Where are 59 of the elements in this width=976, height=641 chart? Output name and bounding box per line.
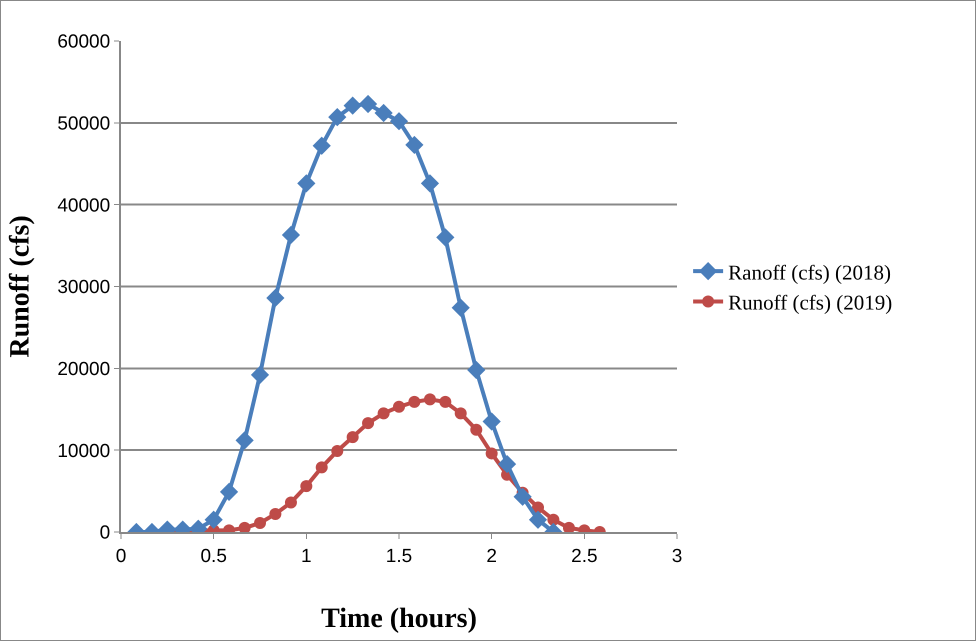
- point: [486, 447, 498, 460]
- point: [328, 108, 346, 126]
- x-axis-title: Time (hours): [321, 603, 477, 634]
- y-tick-label: 30000: [57, 277, 110, 298]
- point: [562, 522, 575, 532]
- point: [331, 444, 344, 457]
- y-tick-label: 10000: [57, 440, 110, 462]
- point: [390, 112, 408, 130]
- point: [346, 431, 359, 444]
- x-tick-label: 2: [486, 546, 497, 567]
- point: [393, 400, 405, 413]
- point: [312, 136, 331, 155]
- point: [344, 96, 362, 115]
- point: [436, 228, 454, 246]
- x-tick-label: 0: [116, 546, 126, 567]
- point: [300, 480, 312, 492]
- x-tick-label: 1.5: [386, 546, 412, 567]
- point: [238, 522, 251, 532]
- point: [452, 298, 470, 317]
- point: [282, 226, 300, 244]
- point: [498, 454, 516, 474]
- x-tick-label: 0.5: [200, 546, 227, 567]
- point: [250, 366, 270, 384]
- point: [470, 424, 482, 436]
- point: [482, 412, 501, 431]
- point: [405, 136, 424, 154]
- point: [408, 396, 420, 408]
- y-axis-title: Runoff (cfs): [4, 215, 36, 358]
- point: [358, 94, 378, 114]
- y-tick-label: 50000: [57, 113, 110, 134]
- y-tick-label: 40000: [57, 195, 110, 216]
- x-tick-label: 1: [301, 546, 312, 567]
- legend-label: Runoff (cfs) (2019): [728, 290, 892, 315]
- point: [204, 510, 223, 529]
- point: [266, 288, 284, 308]
- x-tick-label: 2.5: [571, 546, 598, 567]
- point: [467, 360, 486, 380]
- point: [547, 514, 560, 526]
- x-tick-label: 3: [672, 546, 682, 567]
- point: [528, 510, 548, 529]
- point: [236, 431, 254, 450]
- point: [514, 488, 532, 506]
- y-tick-label: 60000: [57, 32, 110, 53]
- point: [374, 104, 393, 122]
- point: [254, 517, 266, 529]
- point: [220, 482, 238, 501]
- point: [454, 407, 467, 420]
- y-tick-label: 0: [100, 522, 110, 544]
- point: [439, 396, 452, 408]
- point: [316, 461, 328, 474]
- point: [424, 393, 436, 406]
- point: [420, 174, 440, 192]
- point: [378, 407, 390, 420]
- y-tick-label: 20000: [57, 358, 110, 380]
- point: [297, 174, 316, 192]
- point: [269, 508, 282, 520]
- point: [284, 496, 297, 509]
- point: [362, 417, 374, 430]
- legend-label: Ranoff (cfs) (2018): [728, 260, 892, 284]
